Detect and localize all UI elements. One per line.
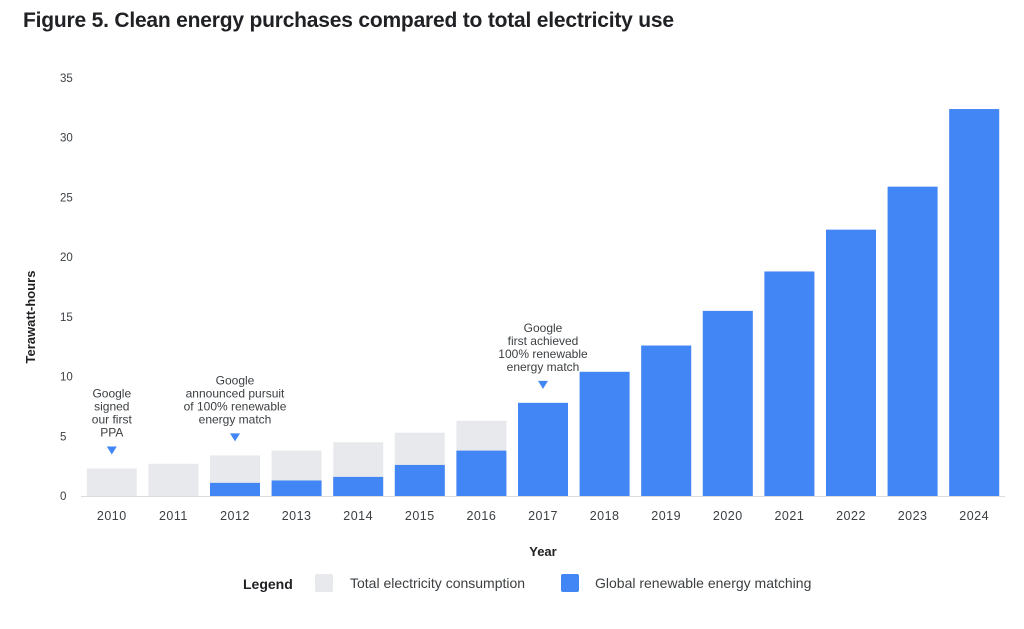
bar-total-consumption bbox=[86, 468, 137, 496]
x-axis-label: Year bbox=[529, 544, 556, 559]
y-tick-label: 5 bbox=[60, 431, 66, 443]
annotation-text: Google bbox=[216, 373, 255, 387]
legend-swatch-total bbox=[315, 574, 333, 592]
x-tick-label: 2014 bbox=[343, 509, 373, 523]
annotation-text: energy match bbox=[199, 412, 272, 426]
bar-renewable-matching bbox=[518, 402, 568, 496]
y-tick-label: 30 bbox=[60, 133, 73, 145]
y-axis-label: Terawatt-hours bbox=[23, 271, 38, 364]
annotation-text: Google bbox=[524, 321, 563, 335]
bar-renewable-matching bbox=[456, 450, 507, 496]
x-tick-label: 2011 bbox=[159, 509, 188, 523]
annotation-text: first achieved bbox=[508, 334, 579, 348]
x-tick-label: 2016 bbox=[466, 509, 496, 523]
x-tick-label: 2022 bbox=[836, 509, 866, 523]
y-tick-label: 10 bbox=[60, 372, 73, 384]
annotation-text: signed bbox=[94, 400, 129, 414]
annotation-text: of 100% renewable bbox=[184, 399, 287, 413]
x-tick-label: 2012 bbox=[220, 509, 250, 523]
annotation-text: Google bbox=[92, 387, 131, 401]
bar-renewable-matching bbox=[210, 482, 260, 496]
bar-total-consumption bbox=[148, 463, 199, 496]
y-axis-ticks: 0 5 10 15 20 25 30 35 bbox=[60, 73, 73, 503]
bar-renewable-matching bbox=[887, 186, 938, 496]
x-tick-label: 2010 bbox=[97, 509, 127, 523]
legend-label-total: Total electricity consumption bbox=[350, 575, 526, 591]
bar-renewable-matching bbox=[826, 229, 876, 496]
y-tick-label: 15 bbox=[60, 312, 73, 324]
legend: Legend Total electricity consumption Glo… bbox=[0, 570, 1024, 598]
annotation-text: our first bbox=[92, 413, 133, 427]
y-tick-label: 0 bbox=[60, 491, 66, 503]
x-tick-label: 2019 bbox=[651, 509, 681, 523]
annotation-arrow bbox=[106, 446, 117, 455]
x-tick-label: 2021 bbox=[774, 509, 804, 523]
x-tick-label: 2018 bbox=[590, 509, 620, 523]
x-tick-label: 2023 bbox=[898, 509, 928, 523]
legend-label-renewable: Global renewable energy matching bbox=[595, 575, 812, 591]
y-tick-label: 20 bbox=[60, 252, 73, 264]
annotation-text: energy match bbox=[507, 360, 580, 374]
bar-renewable-matching bbox=[333, 476, 384, 496]
annotation-text: 100% renewable bbox=[498, 347, 588, 361]
annotation-text: announced pursuit bbox=[186, 386, 285, 400]
figure-title: Figure 5. Clean energy purchases compare… bbox=[23, 9, 674, 32]
x-tick-label: 2013 bbox=[282, 509, 312, 523]
bar-renewable-matching bbox=[641, 345, 692, 496]
annotation-arrow bbox=[538, 380, 548, 389]
bar-renewable-matching bbox=[764, 271, 815, 496]
renewable-matching-bars bbox=[210, 109, 1000, 497]
legend-title: Legend bbox=[243, 576, 293, 592]
bar-renewable-matching bbox=[702, 310, 753, 496]
y-tick-label: 25 bbox=[60, 192, 73, 204]
bar-renewable-matching bbox=[949, 109, 1000, 497]
x-tick-label: 2017 bbox=[528, 509, 558, 523]
y-tick-label: 35 bbox=[60, 73, 73, 85]
annotation-arrow bbox=[230, 433, 240, 442]
x-tick-label: 2024 bbox=[959, 509, 989, 523]
x-axis-ticks: 2010 2011 2012 2013 2014 2015 2016 2017 2018 2019… bbox=[97, 509, 989, 523]
x-tick-label: 2020 bbox=[713, 509, 743, 523]
bar-renewable-matching bbox=[271, 480, 322, 496]
bar-renewable-matching bbox=[394, 464, 445, 496]
legend-swatch-renewable bbox=[561, 574, 579, 592]
x-tick-label: 2015 bbox=[405, 509, 435, 523]
bar-renewable-matching bbox=[579, 371, 630, 496]
annotation-text: PPA bbox=[100, 426, 123, 440]
